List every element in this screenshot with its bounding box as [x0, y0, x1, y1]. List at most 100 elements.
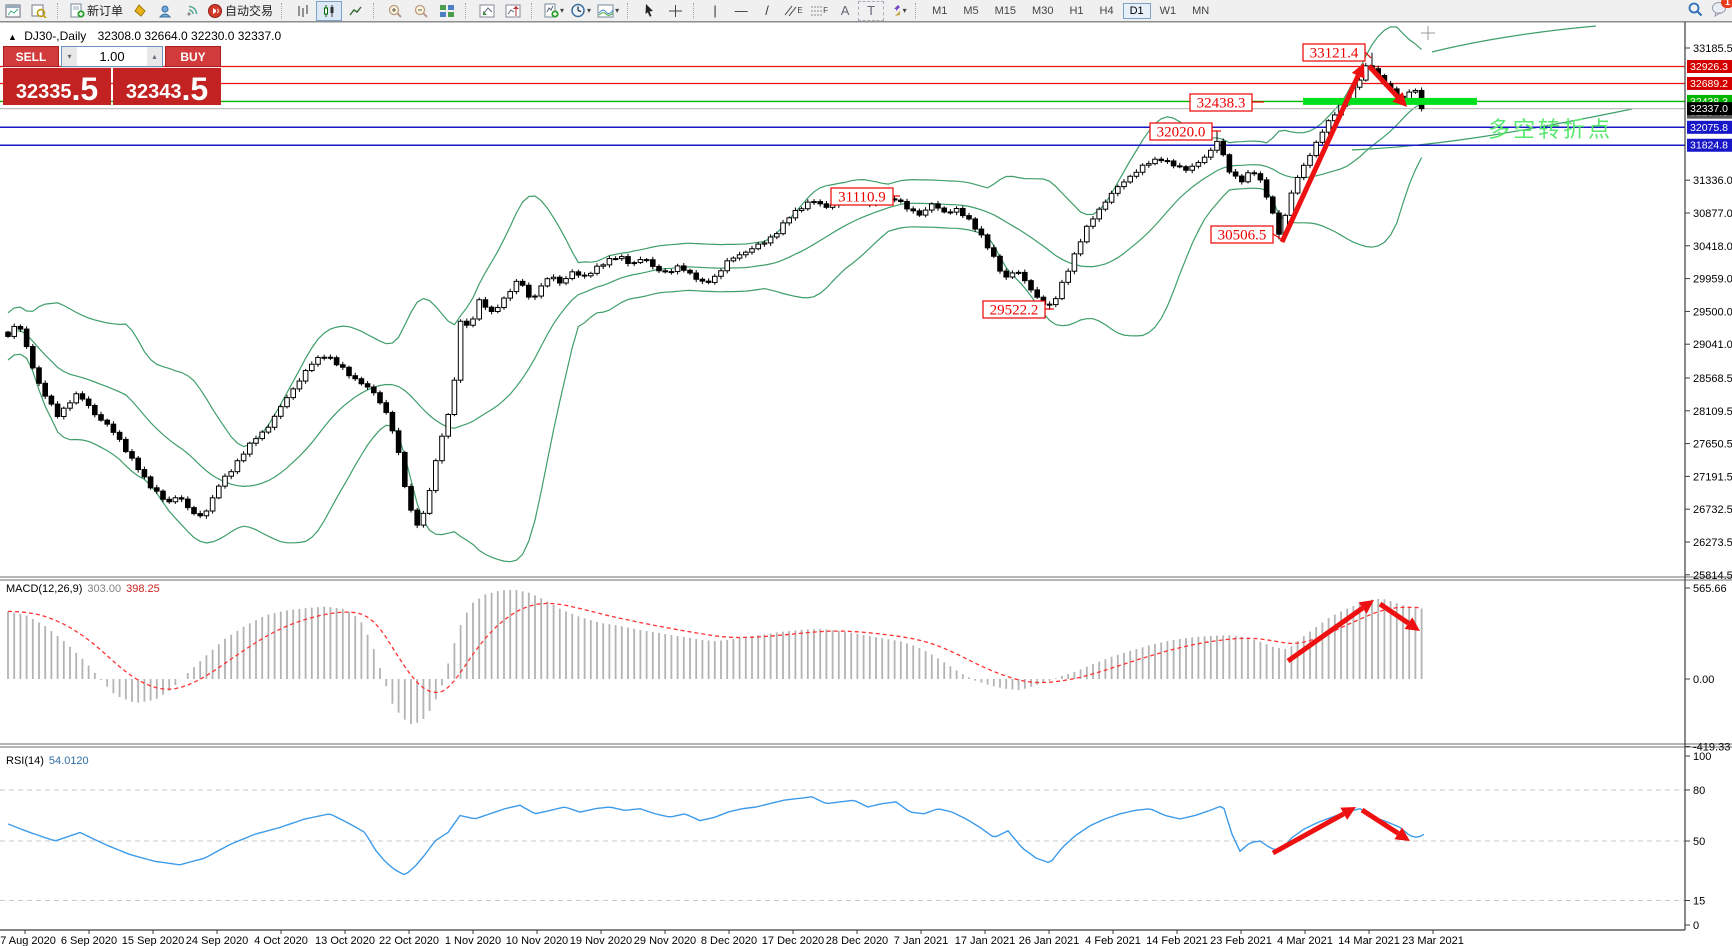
vertical-line-tool[interactable]: |	[713, 3, 717, 18]
svg-text:4 Oct 2020: 4 Oct 2020	[254, 935, 308, 946]
autotrading-button[interactable]: 自动交易	[204, 1, 276, 21]
svg-text:0.00: 0.00	[1693, 674, 1714, 686]
volume-increase-button[interactable]: ▴	[147, 47, 162, 66]
profile-preview-icon[interactable]	[26, 1, 52, 21]
svg-text:7 Jan 2021: 7 Jan 2021	[894, 935, 948, 946]
tf-m1[interactable]: M1	[932, 4, 948, 17]
profile-icon[interactable]	[152, 1, 178, 21]
toolbar-separator	[693, 2, 697, 19]
tf-d1[interactable]: D1	[1122, 2, 1151, 19]
tf-h4[interactable]: H4	[1099, 4, 1114, 17]
autotrading-label: 自动交易	[225, 4, 274, 18]
chevron-down-icon: ▾	[615, 6, 620, 15]
buy-price-button[interactable]: 32343 .5	[113, 68, 221, 105]
chart-shift-button[interactable]	[500, 1, 526, 21]
sell-button[interactable]: SELL	[3, 46, 59, 67]
svg-text:13 Oct 2020: 13 Oct 2020	[315, 935, 375, 946]
marker-icon[interactable]	[126, 1, 152, 21]
svg-text:19 Nov 2020: 19 Nov 2020	[570, 935, 632, 946]
signal-icon[interactable]	[178, 1, 204, 21]
volume-input[interactable]	[77, 47, 147, 66]
svg-text:31110.9: 31110.9	[838, 190, 886, 206]
svg-text:17 Jan 2021: 17 Jan 2021	[955, 935, 1016, 946]
collapse-triangle-icon[interactable]: ▲	[8, 32, 17, 42]
tf-mn[interactable]: MN	[1192, 4, 1210, 17]
channel-e-glyph: E	[797, 6, 803, 15]
chart-window-icon[interactable]	[0, 1, 26, 21]
rsi-name: RSI(14)	[6, 755, 44, 767]
tile-windows-button[interactable]	[434, 1, 460, 21]
time-axis[interactable]: 27 Aug 2020 6 Sep 2020 15 Sep 2020 24 Sep 2…	[0, 930, 1464, 946]
template-button[interactable]: ▾	[594, 1, 622, 21]
volume-decrease-button[interactable]: ▾	[62, 47, 77, 66]
svg-text:28 Dec 2020: 28 Dec 2020	[826, 935, 888, 946]
tf-m5[interactable]: M5	[963, 4, 979, 17]
svg-text:15 Sep 2020: 15 Sep 2020	[122, 935, 184, 946]
svg-text:28568.5: 28568.5	[1693, 373, 1732, 385]
support-zone[interactable]	[1303, 97, 1477, 105]
tf-w1[interactable]: W1	[1159, 4, 1177, 17]
svg-text:31824.8: 31824.8	[1690, 140, 1728, 152]
trend-arrows[interactable]	[1271, 63, 1420, 856]
rsi-line	[7, 796, 1425, 876]
macd-value-2: 398.25	[126, 583, 160, 595]
sell-price-button[interactable]: 32335 .5	[3, 68, 111, 105]
volume-stepper: ▾ ▴	[61, 46, 163, 67]
svg-text:26 Jan 2021: 26 Jan 2021	[1019, 935, 1080, 946]
svg-text:6 Sep 2020: 6 Sep 2020	[61, 935, 117, 946]
add-indicator-button[interactable]: ▾	[540, 1, 567, 21]
svg-text:23 Feb 2021: 23 Feb 2021	[1210, 935, 1272, 946]
new-order-button[interactable]: 新订单	[66, 1, 126, 21]
zoom-out-button[interactable]	[408, 1, 434, 21]
auto-arrange-button[interactable]	[474, 1, 500, 21]
svg-text:29041.0: 29041.0	[1693, 339, 1732, 351]
arrows-tool[interactable]: ▾	[884, 1, 910, 21]
channel-tool[interactable]: E	[780, 1, 806, 21]
bar-chart-mode-button[interactable]	[290, 1, 316, 21]
text-label-tool[interactable]: T	[858, 0, 885, 21]
svg-text:14 Feb 2021: 14 Feb 2021	[1146, 935, 1208, 946]
search-icon[interactable]	[1687, 1, 1703, 20]
svg-text:27 Aug 2020: 27 Aug 2020	[0, 935, 56, 946]
text-tool[interactable]: A	[840, 3, 850, 18]
horizontal-line-tool[interactable]: —	[734, 3, 748, 18]
crosshair-tool-button[interactable]	[662, 1, 688, 21]
chevron-down-icon: ▾	[902, 6, 907, 15]
price-annotations[interactable]: 33121.4 32438.3 32020.0 31110.9 30506.5 29522…	[830, 43, 1372, 319]
svg-text:100: 100	[1693, 751, 1711, 763]
chart-background	[0, 22, 1732, 946]
cn-note-text[interactable]: 多空转折点	[1488, 117, 1613, 142]
candles	[5, 52, 1425, 529]
cursor-tool-button[interactable]	[636, 1, 662, 21]
rsi-indicator-label: RSI(14) 54.0120	[6, 755, 89, 767]
tf-m30[interactable]: M30	[1032, 4, 1054, 17]
bb-middle	[7, 103, 1422, 488]
svg-text:26732.5: 26732.5	[1693, 504, 1732, 516]
chart-title: ▲ DJ30-,Daily 32308.0 32664.0 32230.0 32…	[8, 29, 281, 43]
trendline-tool[interactable]: /	[765, 3, 769, 18]
chevron-down-icon: ▾	[560, 6, 565, 15]
chat-icon[interactable]: 1	[1711, 0, 1732, 20]
object-anchor-cross	[1421, 26, 1435, 40]
buy-button[interactable]: BUY	[165, 46, 221, 67]
svg-text:32337.0: 32337.0	[1690, 103, 1728, 115]
macd-signal-line	[7, 602, 1422, 694]
svg-text:4 Mar 2021: 4 Mar 2021	[1277, 935, 1333, 946]
svg-text:28109.5: 28109.5	[1693, 406, 1732, 418]
price-axis[interactable]: 33185.5 31336.0 30877.0 30418.0 29959.0 29500…	[1685, 43, 1732, 932]
tf-m15[interactable]: M15	[994, 4, 1017, 17]
period-clock-button[interactable]: ▾	[567, 1, 594, 21]
zoom-in-button[interactable]	[382, 1, 408, 21]
svg-text:32020.0: 32020.0	[1157, 125, 1206, 141]
tf-h1[interactable]: H1	[1069, 4, 1084, 17]
line-chart-mode-button[interactable]	[342, 1, 368, 21]
svg-text:22 Oct 2020: 22 Oct 2020	[379, 935, 439, 946]
macd-value-1: 303.00	[87, 583, 122, 595]
fibonacci-tool[interactable]: F	[806, 1, 832, 21]
svg-text:多空转折点: 多空转折点	[1488, 117, 1613, 142]
toolbar-separator	[465, 2, 469, 19]
candlestick-mode-button[interactable]	[316, 0, 343, 21]
svg-text:17 Dec 2020: 17 Dec 2020	[762, 935, 824, 946]
toolbar-separator	[281, 2, 285, 19]
